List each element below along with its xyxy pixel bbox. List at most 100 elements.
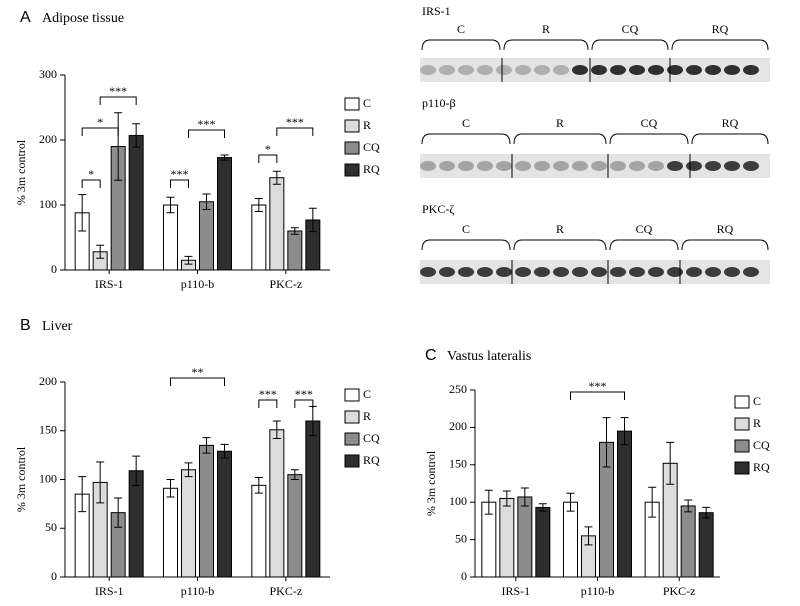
- blot-band: [572, 267, 588, 277]
- error-bar: [520, 487, 529, 507]
- y-tick-label: 150: [39, 423, 57, 437]
- blot-band: [515, 65, 531, 75]
- x-tick-label: IRS-1: [501, 584, 530, 598]
- error-bar: [220, 443, 229, 459]
- brace: [591, 39, 669, 51]
- significance-label: **: [192, 365, 204, 379]
- blot-band: [629, 161, 645, 171]
- legend-swatch: [734, 395, 750, 409]
- blot-band: [553, 161, 569, 171]
- blot-band: [648, 65, 664, 75]
- blot-label: PKC-ζ: [422, 202, 454, 216]
- blot-band: [610, 267, 626, 277]
- blot-band: [610, 65, 626, 75]
- blot-band: [667, 65, 683, 75]
- blot-band: [534, 65, 550, 75]
- blot-band: [572, 161, 588, 171]
- error-bar: [272, 170, 281, 185]
- error-bar: [184, 462, 193, 478]
- error-bar: [484, 489, 493, 515]
- brace: [609, 239, 679, 251]
- significance-bracket: [294, 399, 314, 408]
- blot-band: [686, 161, 702, 171]
- y-tick-label: 50: [45, 520, 57, 534]
- error-bar: [132, 123, 141, 148]
- panel-label: B: [20, 317, 31, 334]
- blot-band: [629, 65, 645, 75]
- significance-bracket: [188, 129, 225, 138]
- brace: [513, 239, 607, 251]
- error-bar: [684, 499, 693, 513]
- significance-bracket: [258, 399, 278, 408]
- bar: [128, 470, 144, 578]
- blot-group-label: C: [462, 116, 470, 130]
- blot-group-label: RQ: [722, 116, 739, 130]
- error-bar: [202, 437, 211, 454]
- blot-band: [724, 267, 740, 277]
- y-tick-label: 200: [39, 374, 57, 388]
- brace: [681, 239, 769, 251]
- legend-label: RQ: [363, 162, 380, 176]
- significance-label: ***: [259, 387, 277, 401]
- blot-band: [724, 161, 740, 171]
- blot-band: [420, 161, 436, 171]
- error-bar: [184, 255, 193, 265]
- y-tick-label: 0: [461, 569, 467, 583]
- bar: [287, 474, 303, 578]
- blot-band: [743, 267, 759, 277]
- legend-swatch: [344, 119, 360, 133]
- legend-swatch: [344, 388, 360, 402]
- blot-band: [648, 267, 664, 277]
- legend-label: C: [753, 394, 761, 408]
- significance-bracket: [570, 391, 625, 400]
- brace: [421, 133, 511, 145]
- y-axis-label: % 3m control: [14, 139, 28, 205]
- significance-bracket: [276, 127, 314, 136]
- significance-bracket: [99, 96, 137, 105]
- error-bar: [666, 441, 675, 485]
- blot-band: [648, 161, 664, 171]
- significance-label: ***: [286, 115, 304, 129]
- y-tick-label: 200: [449, 419, 467, 433]
- error-bar: [96, 461, 105, 504]
- x-tick-label: PKC-z: [269, 584, 302, 598]
- chart-title: Vastus lateralis: [447, 349, 531, 364]
- panel-label: A: [20, 9, 31, 26]
- y-tick-label: 250: [449, 382, 467, 396]
- x-tick-label: p110-b: [581, 584, 615, 598]
- legend-swatch: [344, 141, 360, 155]
- error-bar: [78, 194, 87, 232]
- bar: [199, 444, 214, 578]
- brace: [671, 39, 769, 51]
- chart-title: Adipose tissue: [42, 11, 124, 26]
- legend-swatch: [734, 417, 750, 431]
- bar: [563, 501, 578, 578]
- blot-band: [705, 267, 721, 277]
- error-bar: [202, 193, 211, 211]
- error-bar: [648, 486, 657, 518]
- blot-band: [553, 267, 569, 277]
- significance-bracket: [258, 154, 278, 163]
- error-bar: [272, 420, 281, 440]
- y-tick-label: 300: [39, 67, 57, 81]
- blot-group-label: R: [542, 22, 550, 36]
- bar: [680, 505, 696, 578]
- significance-label: *: [97, 115, 103, 129]
- significance-label: ***: [589, 379, 607, 393]
- significance-bracket: [170, 179, 189, 188]
- legend-label: CQ: [363, 140, 380, 154]
- legend-label: RQ: [363, 453, 380, 467]
- error-bar: [602, 417, 611, 468]
- legend-label: C: [363, 387, 371, 401]
- error-bar: [502, 490, 511, 507]
- error-bar: [220, 154, 229, 161]
- significance-label: ***: [198, 117, 216, 131]
- blot-label: p110-β: [422, 96, 456, 110]
- blot-band: [534, 267, 550, 277]
- legend-swatch: [344, 432, 360, 446]
- blot-band: [534, 161, 550, 171]
- x-tick-label: PKC-z: [663, 584, 696, 598]
- bar: [217, 157, 232, 271]
- blot-group-label: CQ: [622, 22, 639, 36]
